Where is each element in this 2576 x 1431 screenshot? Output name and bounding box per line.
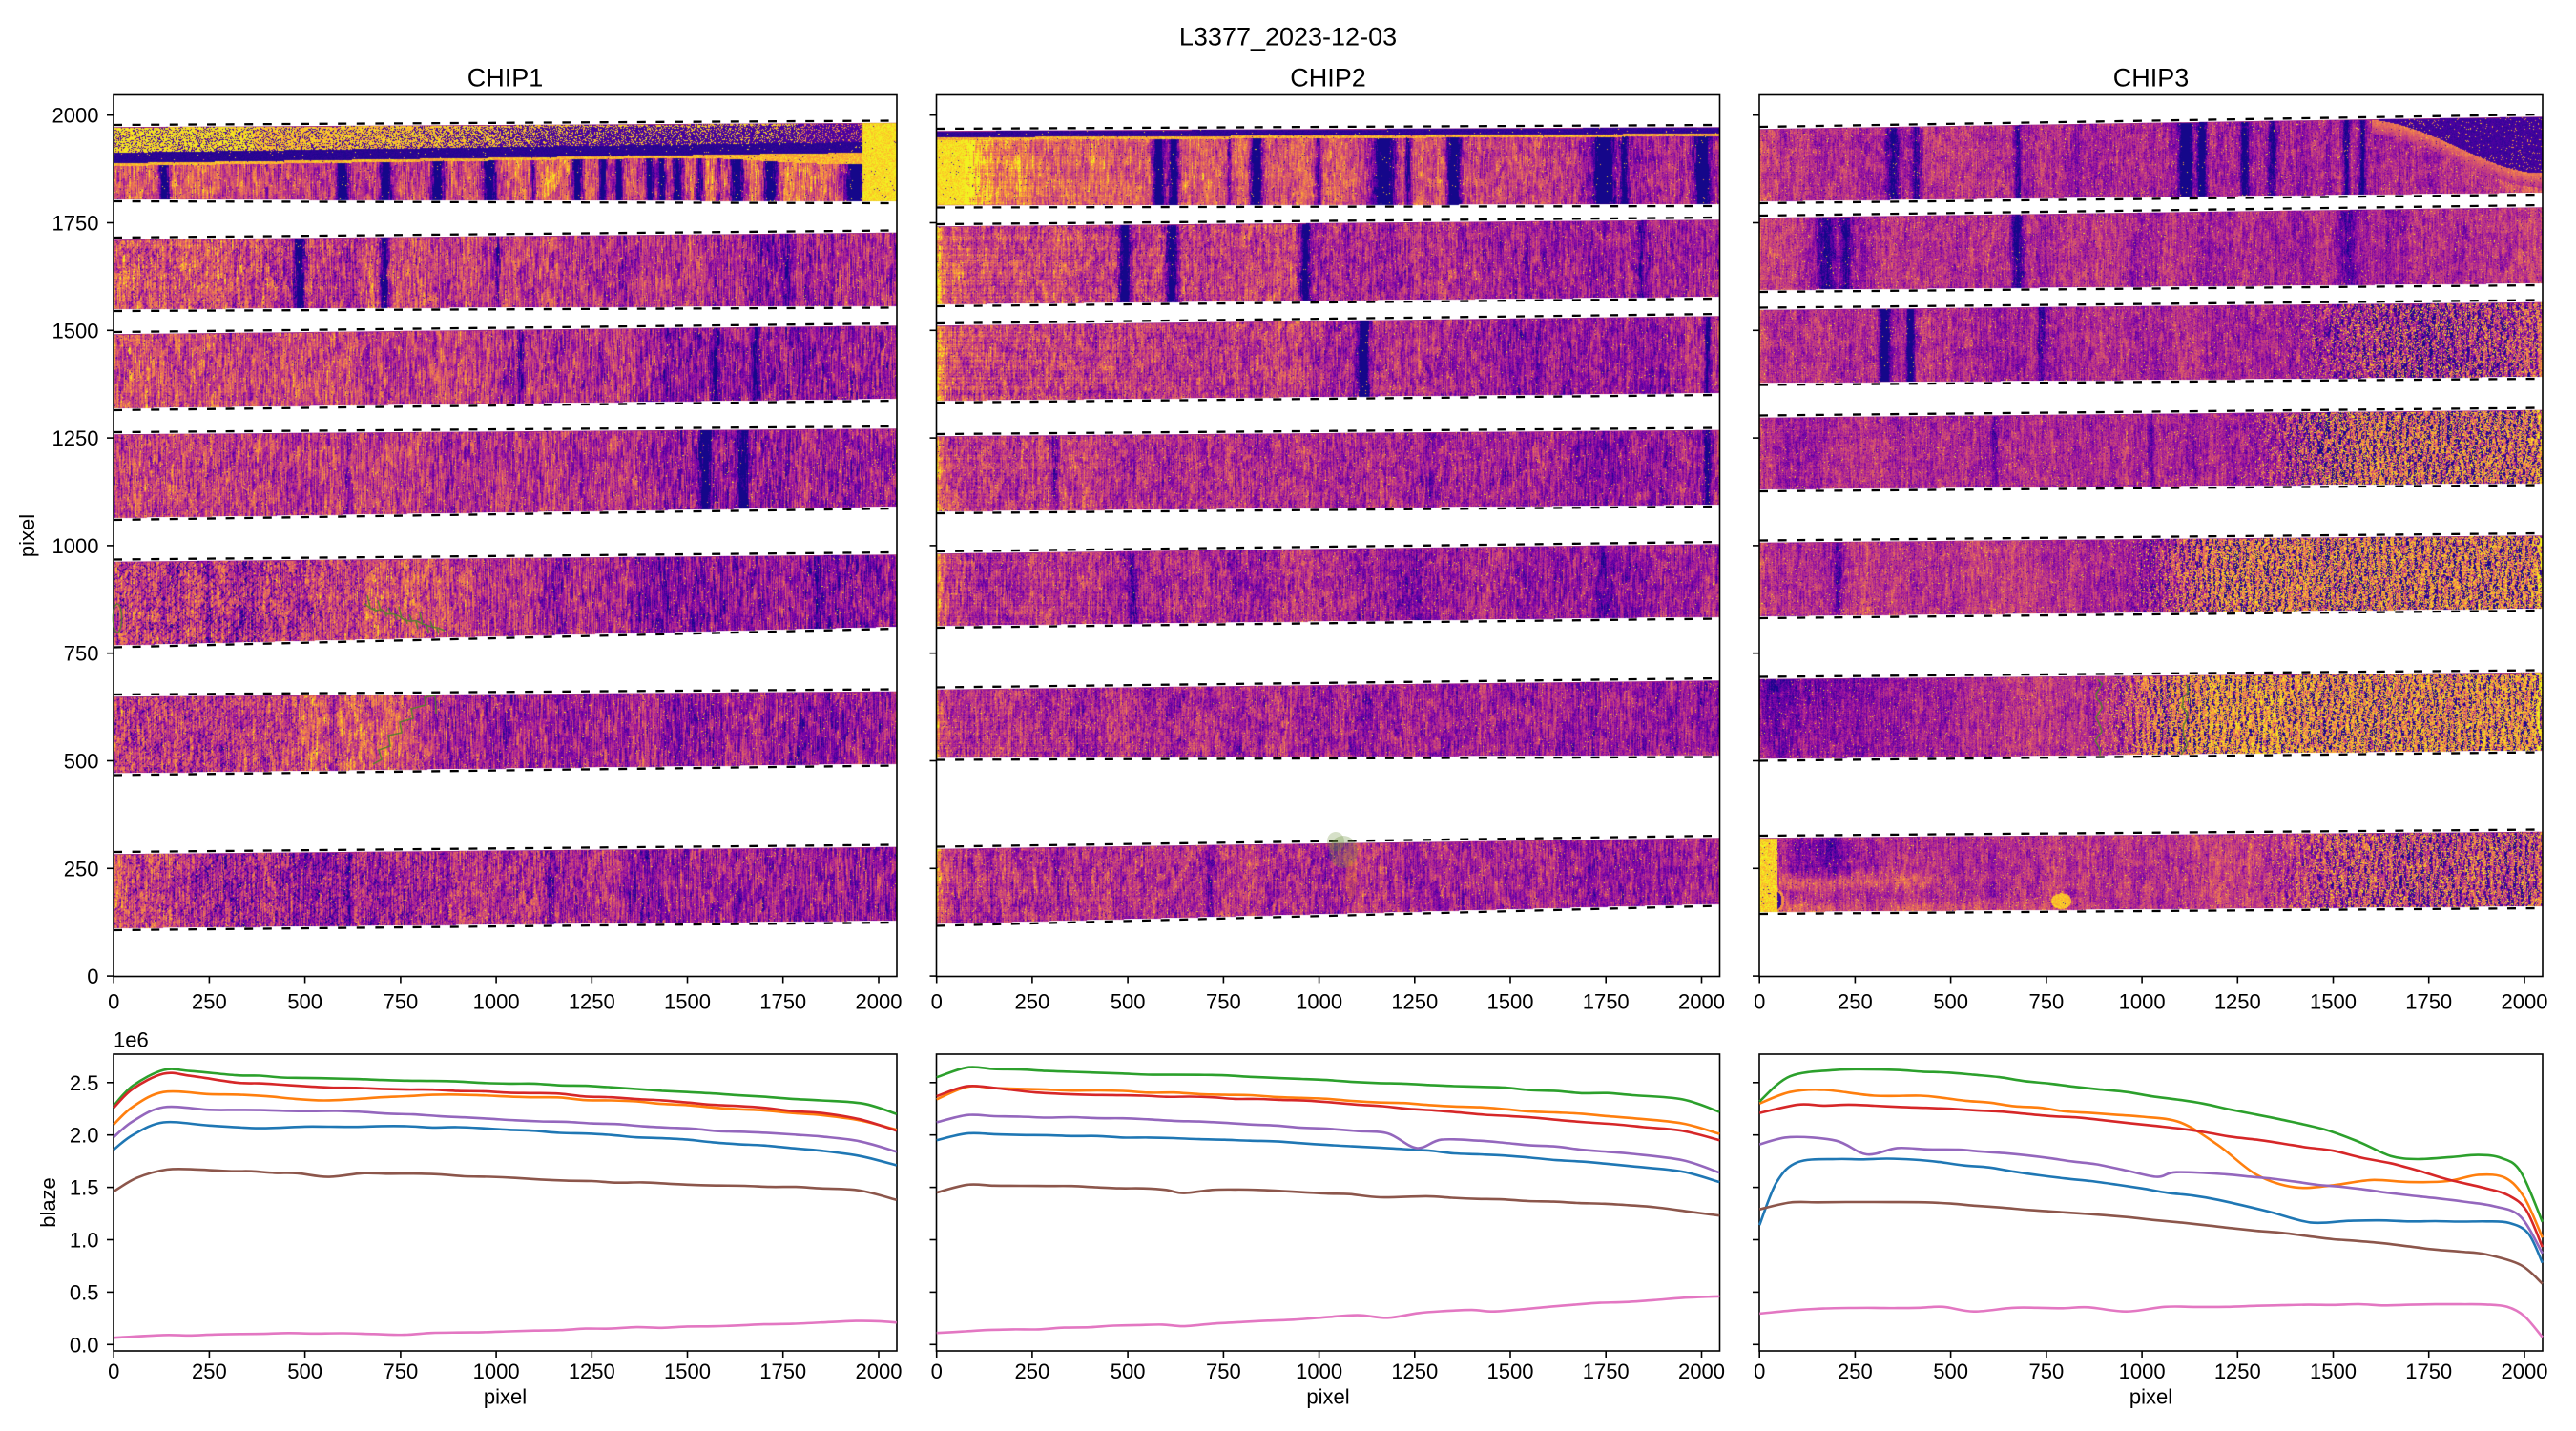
svg-text:250: 250 [1838, 990, 1873, 1014]
svg-text:250: 250 [192, 1359, 227, 1383]
svg-text:2000: 2000 [856, 990, 903, 1014]
svg-text:1000: 1000 [473, 990, 520, 1014]
svg-text:1750: 1750 [1583, 1359, 1630, 1383]
svg-text:1750: 1750 [52, 212, 99, 236]
svg-text:500: 500 [1933, 990, 1968, 1014]
svg-text:1250: 1250 [569, 990, 615, 1014]
svg-text:0: 0 [1754, 990, 1765, 1014]
svg-text:pixel: pixel [484, 1385, 527, 1409]
svg-text:1500: 1500 [664, 990, 711, 1014]
svg-text:750: 750 [1206, 1359, 1241, 1383]
svg-text:500: 500 [1111, 1359, 1146, 1383]
svg-text:0: 0 [931, 1359, 943, 1383]
svg-text:blaze: blaze [36, 1177, 60, 1228]
svg-text:250: 250 [1015, 990, 1050, 1014]
svg-text:1250: 1250 [569, 1359, 615, 1383]
svg-text:0: 0 [108, 1359, 119, 1383]
svg-text:1000: 1000 [2119, 1359, 2166, 1383]
svg-text:250: 250 [64, 857, 99, 881]
svg-text:250: 250 [1015, 1359, 1050, 1383]
svg-text:2000: 2000 [1678, 1359, 1725, 1383]
svg-text:2000: 2000 [856, 1359, 903, 1383]
svg-text:1500: 1500 [1487, 990, 1534, 1014]
svg-text:750: 750 [2029, 1359, 2065, 1383]
svg-text:1000: 1000 [1296, 1359, 1342, 1383]
svg-text:1000: 1000 [1296, 990, 1342, 1014]
svg-text:500: 500 [64, 750, 99, 774]
svg-text:1250: 1250 [1391, 990, 1438, 1014]
svg-text:1500: 1500 [52, 319, 99, 342]
svg-text:750: 750 [2029, 990, 2065, 1014]
svg-text:CHIP3: CHIP3 [2113, 64, 2190, 93]
svg-text:250: 250 [192, 990, 227, 1014]
svg-text:1250: 1250 [2214, 1359, 2261, 1383]
svg-text:1250: 1250 [1391, 1359, 1438, 1383]
svg-text:750: 750 [1206, 990, 1241, 1014]
svg-text:1500: 1500 [1487, 1359, 1534, 1383]
svg-text:500: 500 [287, 990, 322, 1014]
svg-text:1000: 1000 [52, 534, 99, 558]
svg-text:1000: 1000 [473, 1359, 520, 1383]
svg-text:CHIP2: CHIP2 [1290, 64, 1366, 93]
svg-text:1500: 1500 [664, 1359, 711, 1383]
svg-text:2000: 2000 [52, 104, 99, 128]
svg-text:500: 500 [287, 1359, 322, 1383]
svg-text:1000: 1000 [2119, 990, 2166, 1014]
svg-text:1500: 1500 [2310, 1359, 2357, 1383]
svg-text:0: 0 [87, 964, 98, 988]
svg-text:1750: 1750 [2405, 990, 2452, 1014]
svg-text:1.0: 1.0 [70, 1229, 99, 1253]
svg-text:750: 750 [64, 642, 99, 666]
svg-text:500: 500 [1933, 1359, 1968, 1383]
svg-text:0: 0 [108, 990, 119, 1014]
svg-text:1250: 1250 [2214, 990, 2261, 1014]
svg-text:1250: 1250 [52, 426, 99, 450]
svg-text:750: 750 [384, 990, 419, 1014]
svg-text:0.0: 0.0 [70, 1333, 99, 1357]
svg-text:pixel: pixel [2129, 1385, 2172, 1409]
svg-text:2000: 2000 [1678, 990, 1725, 1014]
svg-text:CHIP1: CHIP1 [467, 64, 544, 93]
svg-text:1500: 1500 [2310, 990, 2357, 1014]
svg-text:2000: 2000 [2502, 1359, 2548, 1383]
svg-text:0.5: 0.5 [70, 1280, 99, 1304]
svg-text:250: 250 [1838, 1359, 1873, 1383]
svg-text:1750: 1750 [2405, 1359, 2452, 1383]
svg-text:0: 0 [1754, 1359, 1765, 1383]
svg-text:1e6: 1e6 [114, 1028, 149, 1052]
svg-text:500: 500 [1111, 990, 1146, 1014]
svg-text:2000: 2000 [2502, 990, 2548, 1014]
svg-text:pixel: pixel [15, 514, 39, 557]
svg-text:L3377_2023-12-03: L3377_2023-12-03 [1179, 23, 1397, 52]
svg-text:2.5: 2.5 [70, 1071, 99, 1095]
svg-text:1.5: 1.5 [70, 1176, 99, 1200]
svg-text:2.0: 2.0 [70, 1124, 99, 1148]
svg-text:1750: 1750 [759, 1359, 806, 1383]
svg-text:0: 0 [931, 990, 943, 1014]
svg-text:pixel: pixel [1306, 1385, 1349, 1409]
svg-text:1750: 1750 [759, 990, 806, 1014]
svg-text:750: 750 [384, 1359, 419, 1383]
svg-text:1750: 1750 [1583, 990, 1630, 1014]
